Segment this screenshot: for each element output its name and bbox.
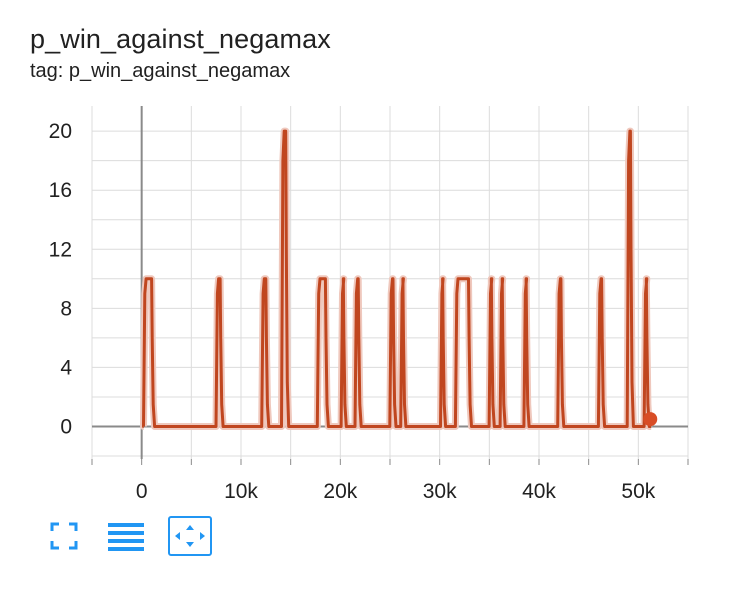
x-axis-ticks: [91, 459, 689, 465]
fit-domain-icon: [175, 525, 205, 547]
list-lines-icon: [108, 523, 144, 551]
x-tick-label: 0: [136, 480, 148, 503]
fullscreen-icon: [50, 522, 78, 550]
y-tick-label: 12: [49, 238, 72, 261]
y-tick-label: 16: [49, 179, 72, 202]
chart-subtitle: tag: p_win_against_negamax: [30, 60, 291, 82]
x-tick-label: 50k: [621, 480, 655, 503]
x-tick-label: 20k: [323, 480, 357, 503]
y-tick-label: 20: [49, 120, 72, 143]
line-chart[interactable]: 0 10k 20k 30k 40k 50k 0 4 8 12 16 20: [0, 0, 738, 510]
y-tick-label: 0: [60, 416, 72, 439]
y-tick-label: 8: [60, 297, 72, 320]
chart-title: p_win_against_negamax: [30, 24, 331, 54]
x-tick-label: 40k: [522, 480, 556, 503]
fit-domain-button[interactable]: [168, 516, 212, 556]
fullscreen-button[interactable]: [44, 516, 84, 556]
last-point-dot[interactable]: [643, 412, 658, 427]
x-tick-label: 30k: [423, 480, 457, 503]
last-point-marker[interactable]: [643, 412, 658, 427]
series-line[interactable]: [142, 129, 652, 428]
y-axis-tick-labels: 0 4 8 12 16 20: [49, 120, 73, 438]
series-path[interactable]: [142, 129, 652, 428]
y-tick-label: 4: [60, 356, 72, 379]
x-axis-tick-labels: 0 10k 20k 30k 40k 50k: [136, 480, 656, 503]
x-tick-label: 10k: [224, 480, 258, 503]
toggle-y-log-button[interactable]: [106, 516, 146, 556]
